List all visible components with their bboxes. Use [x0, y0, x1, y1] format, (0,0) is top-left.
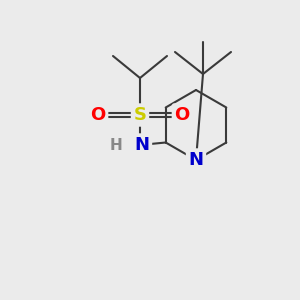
- Text: O: O: [90, 106, 106, 124]
- Text: S: S: [134, 106, 146, 124]
- Text: N: N: [134, 136, 149, 154]
- Text: H: H: [110, 137, 122, 152]
- Text: O: O: [174, 106, 190, 124]
- Text: N: N: [188, 151, 203, 169]
